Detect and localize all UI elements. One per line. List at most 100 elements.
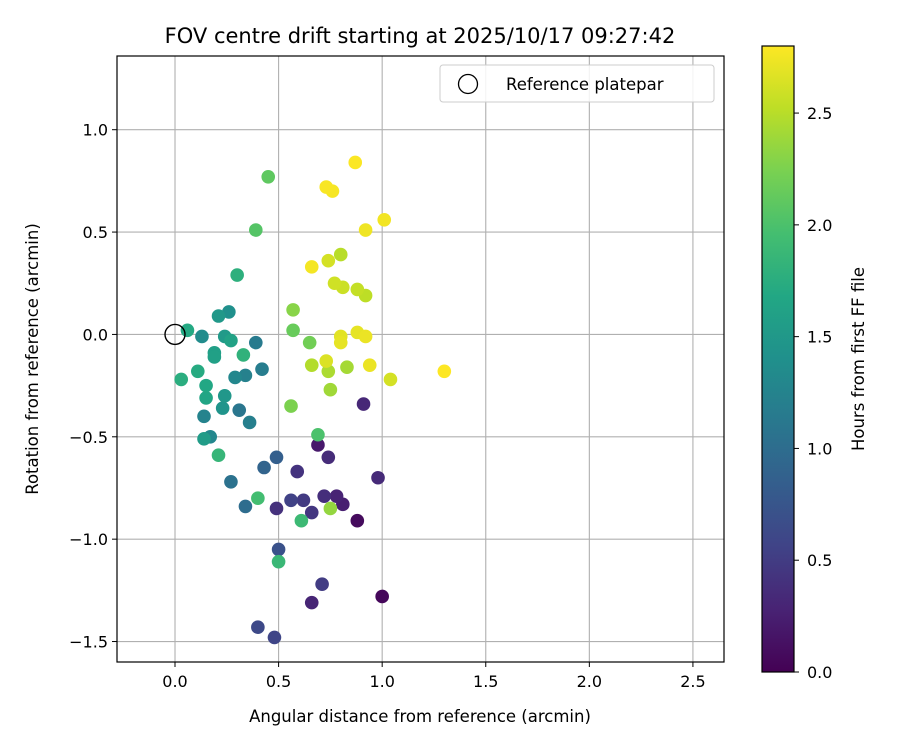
data-point [267, 630, 282, 645]
data-point [304, 358, 319, 372]
data-point [383, 372, 398, 387]
colorbar-tick-label: 2.5 [807, 104, 832, 123]
colorbar: 0.0 0.5 1.0 1.5 2.0 2.5 Hours from first FF f… [761, 45, 868, 682]
data-point [333, 247, 348, 262]
data-point [333, 335, 348, 350]
data-point [269, 501, 284, 516]
colorbar-tick-label: 0.0 [807, 663, 832, 682]
x-axis-label: Angular distance from reference (arcmin) [249, 707, 591, 726]
data-point [375, 589, 389, 604]
data-point [230, 268, 244, 282]
data-point [197, 409, 211, 424]
data-point [197, 432, 211, 446]
data-point [284, 399, 298, 413]
y-tick-label: 0.5 [83, 223, 108, 242]
legend-entry-reference: Reference platepar [506, 75, 664, 94]
colorbar-ticks: 0.0 0.5 1.0 1.5 2.0 2.5 [794, 104, 832, 682]
x-axis-ticks: 0.0 0.5 1.0 1.5 2.0 2.5 [162, 662, 706, 691]
data-point [362, 358, 377, 372]
data-point [348, 155, 363, 170]
data-point [321, 450, 336, 465]
data-point [190, 364, 205, 379]
data-point [211, 309, 226, 323]
data-point [199, 391, 213, 405]
data-point [358, 329, 373, 344]
y-tick-label: −1.5 [69, 633, 108, 652]
data-point [271, 542, 286, 557]
data-point [356, 397, 371, 411]
y-axis-ticks: −1.5 −1.0 −0.5 0.0 0.5 1.0 [69, 121, 117, 652]
legend-box [439, 64, 715, 103]
data-point [255, 362, 269, 377]
data-point [251, 620, 265, 634]
data-point [304, 595, 319, 610]
x-tick-label: 0.5 [266, 672, 291, 691]
data-point [284, 493, 298, 508]
data-point [207, 350, 222, 364]
data-point [296, 493, 311, 508]
data-point [228, 370, 242, 385]
data-point [323, 382, 338, 397]
data-point [358, 223, 373, 237]
data-point [238, 499, 253, 514]
y-tick-label: −0.5 [69, 428, 108, 447]
data-point [238, 368, 253, 383]
legend-reference-marker [457, 73, 479, 95]
colorbar-tick-label: 1.5 [807, 328, 832, 347]
data-point [323, 501, 338, 516]
x-tick-label: 2.5 [680, 672, 705, 691]
data-point [269, 450, 284, 465]
data-point [377, 212, 392, 227]
data-point [271, 554, 286, 569]
data-point [286, 323, 300, 338]
x-tick-label: 2.0 [577, 672, 602, 691]
data-point [199, 378, 213, 393]
data-point [249, 223, 263, 237]
reference-marker-group [164, 323, 186, 346]
y-axis-label: Rotation from reference (arcmin) [23, 223, 42, 495]
x-tick-label: 1.0 [369, 672, 394, 691]
reference-platepar-marker [164, 323, 186, 346]
x-tick-label: 1.5 [473, 672, 498, 691]
colorbar-tick-label: 1.0 [807, 439, 832, 458]
data-point [437, 364, 452, 379]
data-point [174, 372, 189, 387]
data-point [294, 513, 309, 528]
data-point [327, 276, 342, 291]
data-point [232, 403, 247, 417]
data-point [224, 333, 238, 348]
data-point [195, 329, 209, 344]
data-point [317, 489, 331, 503]
chart-title: FOV centre drift starting at 2025/10/17 … [165, 24, 676, 48]
data-point [321, 253, 336, 268]
data-point [304, 260, 319, 274]
colorbar-tick-label: 2.0 [807, 216, 832, 235]
data-point [329, 489, 344, 503]
data-point [350, 513, 365, 528]
data-point [236, 348, 251, 362]
data-point [251, 491, 265, 506]
plot-frame [116, 55, 725, 663]
data-point [242, 415, 257, 430]
colorbar-label: Hours from first FF file [849, 267, 868, 451]
data-point [311, 427, 325, 442]
data-point [249, 335, 263, 350]
colorbar-gradient [761, 45, 795, 673]
data-point [311, 438, 325, 452]
colorbar-tick-label: 0.5 [807, 551, 832, 570]
data-point [321, 364, 336, 379]
data-point [215, 401, 230, 415]
data-point [350, 282, 365, 297]
data-point [290, 464, 305, 479]
y-tick-label: 0.0 [83, 325, 108, 344]
data-point [319, 180, 334, 194]
grid-lines [117, 56, 724, 662]
data-point [224, 475, 238, 489]
data-points [174, 155, 452, 645]
legend: Reference platepar [439, 64, 715, 103]
data-point [211, 448, 226, 463]
data-point [371, 470, 385, 485]
data-point [340, 360, 354, 374]
y-tick-label: −1.0 [69, 530, 108, 549]
